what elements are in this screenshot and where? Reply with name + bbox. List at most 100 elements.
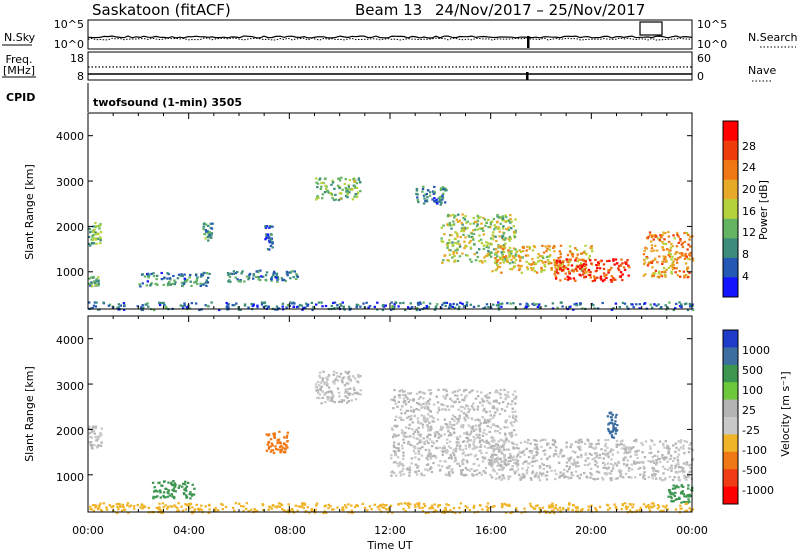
velocity-echo-cell [301, 502, 304, 505]
velocity-echo-cell [492, 453, 495, 456]
velocity-echo-cell [520, 511, 523, 514]
velocity-echo-cell [610, 462, 613, 466]
velocity-echo-cell [510, 435, 513, 438]
velocity-echo-cell [604, 445, 607, 448]
velocity-echo-cell [652, 502, 655, 505]
velocity-echo-cell [494, 411, 497, 414]
velocity-echo-cell [402, 473, 405, 476]
velocity-echo-cell [173, 485, 177, 488]
velocity-echo-cell [140, 503, 143, 506]
power-echo-cell [558, 250, 561, 253]
power-echo-cell [503, 232, 506, 235]
power-echo-cell [476, 223, 479, 226]
power-echo-cell [483, 260, 487, 263]
velocity-echo-cell [607, 423, 610, 426]
power-echo-cell [588, 274, 592, 277]
velocity-echo-cell [482, 431, 485, 434]
velocity-echo-cell [438, 504, 442, 507]
velocity-echo-cell [498, 432, 502, 435]
power-echo-cell [181, 274, 184, 278]
velocity-echo-cell [463, 407, 467, 410]
velocity-echo-cell [580, 454, 583, 457]
velocity-echo-cell [630, 468, 634, 471]
power-echo-cell [541, 261, 545, 264]
velocity-echo-cell [643, 467, 646, 470]
power-echo-cell [195, 278, 199, 281]
velocity-echo-cell [541, 506, 545, 509]
power-echo-cell [150, 282, 153, 285]
velocity-echo-cell [279, 451, 282, 454]
velocity-echo-cell [607, 451, 611, 454]
velocity-echo-cell [517, 447, 520, 450]
power-echo-cell [280, 277, 284, 280]
power-echo-cell [666, 306, 670, 309]
velocity-echo-cell [491, 447, 495, 450]
power-echo-cell [689, 245, 692, 248]
velocity-echo-cell [507, 448, 510, 451]
velocity-echo-cell [416, 502, 420, 505]
velocity-echo-cell [443, 511, 446, 514]
velocity-echo-cell [675, 446, 678, 449]
power-echo-cell [650, 244, 654, 247]
power-echo-cell [681, 242, 685, 245]
velocity-echo-cell [166, 507, 169, 510]
power-echo-cell [339, 303, 342, 306]
power-echo-cell [152, 272, 155, 275]
velocity-echo-cell [611, 430, 614, 433]
velocity-echo-cell [610, 419, 614, 422]
power-echo-cell [315, 303, 318, 306]
velocity-echo-cell [502, 460, 505, 463]
power-echo-cell [149, 283, 153, 286]
velocity-echo-cell [458, 511, 461, 514]
velocity-echo-cell [672, 460, 675, 463]
velocity-echo-cell [548, 455, 551, 458]
power-colorbar-swatch [723, 121, 738, 142]
velocity-echo-cell [456, 438, 460, 441]
power-echo-cell [94, 284, 97, 287]
velocity-echo-cell [522, 476, 526, 479]
power-echo-cell [439, 203, 442, 206]
velocity-echo-cell [521, 467, 524, 470]
velocity-echo-cell [542, 463, 545, 466]
power-echo-cell [661, 271, 664, 274]
power-echo-cell [657, 276, 661, 279]
velocity-echo-cell [466, 468, 469, 471]
velocity-echo-cell [488, 402, 492, 405]
power-echo-cell [498, 256, 502, 259]
velocity-echo-cell [193, 487, 196, 490]
power-echo-cell [578, 258, 581, 261]
power-echo-cell [297, 305, 300, 308]
velocity-echo-cell [469, 453, 473, 456]
velocity-echo-cell [463, 509, 467, 512]
velocity-echo-cell [677, 453, 681, 456]
velocity-echo-cell [318, 384, 321, 387]
power-echo-cell [451, 256, 454, 259]
power-echo-cell [569, 277, 572, 280]
power-ytick-2000: 2000 [56, 221, 84, 234]
velocity-echo-cell [501, 445, 504, 448]
velocity-echo-cell [458, 414, 461, 417]
power-echo-cell [559, 253, 562, 256]
velocity-echo-cell [607, 504, 610, 507]
power-echo-cell [97, 282, 100, 285]
power-echo-cell [457, 240, 460, 243]
velocity-echo-cell [172, 487, 176, 490]
velocity-echo-cell [468, 469, 471, 472]
velocity-echo-cell [656, 503, 660, 507]
velocity-echo-cell [412, 445, 415, 448]
velocity-echo-cell [273, 436, 277, 439]
power-echo-cell [514, 248, 517, 251]
velocity-echo-cell [432, 420, 436, 423]
power-echo-cell [194, 302, 198, 305]
power-echo-cell [544, 265, 547, 268]
velocity-echo-cell [240, 505, 243, 508]
velocity-echo-cell [480, 473, 483, 476]
velocity-echo-cell [453, 401, 456, 404]
power-echo-cell [581, 270, 585, 273]
velocity-echo-cell [476, 418, 480, 421]
power-echo-cell [200, 273, 203, 276]
velocity-echo-cell [407, 415, 410, 418]
power-echo-cell [691, 259, 695, 262]
xtick-08: 08:00 [274, 524, 306, 537]
power-echo-cell [470, 232, 473, 235]
